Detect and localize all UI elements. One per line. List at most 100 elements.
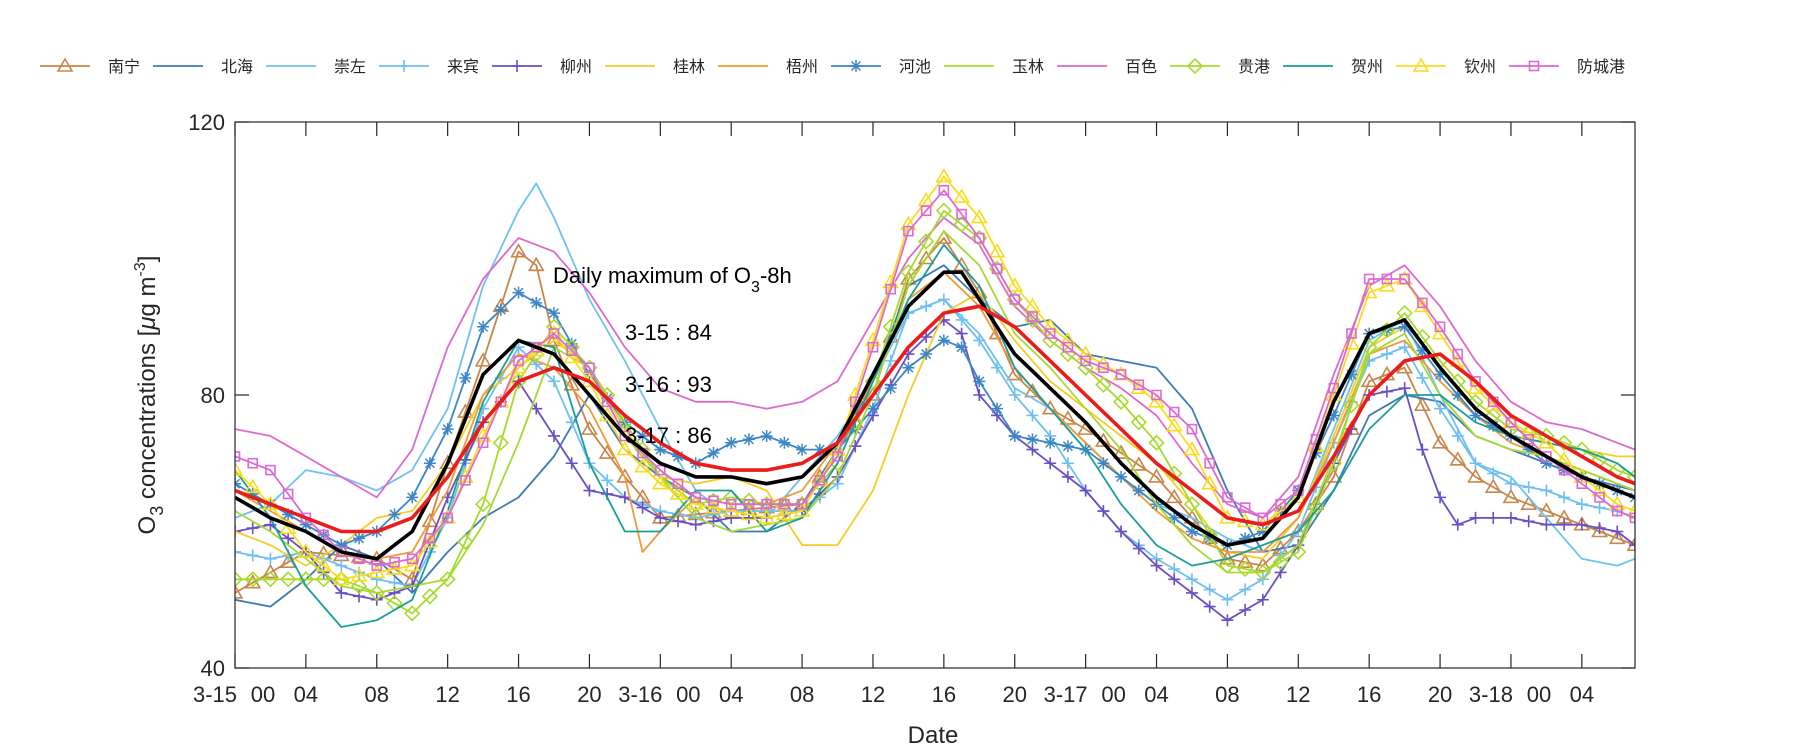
data-point [1239,502,1251,513]
x-tick-label: 3-15 [193,682,237,707]
data-point [1626,502,1635,517]
x-tick-label: 3-18 [1469,682,1513,707]
x-tick-label: 3-16 [618,682,662,707]
data-point [991,263,1003,275]
data-point [423,457,436,470]
data-point [634,458,651,473]
data-point [235,545,241,558]
axes: 40 80 120 3-15 04 08 12 16 20 3-16 04 08 12 16 20 3-17 0… [188,110,1636,707]
data-point [371,560,383,571]
legend-item: 北海 [153,57,253,76]
data-point [687,495,705,511]
legend-item: 梧州 [718,57,818,76]
overlay-series-mean [235,270,1635,561]
data-point [1469,511,1482,524]
data-point [1416,443,1429,456]
data-point [1434,402,1447,415]
data-point [547,307,560,320]
legend-item: 贺州 [1283,57,1383,76]
y-tick-label: 80 [201,383,225,408]
data-point [1203,600,1216,613]
data-point [1239,583,1252,596]
data-point [988,243,1006,258]
legend-marker [398,60,410,72]
legend-marker [1186,57,1204,75]
data-point [1469,457,1482,470]
data-point [725,436,738,449]
data-point [1449,451,1467,466]
data-point [492,434,509,451]
data-point [1079,484,1092,497]
data-point [935,202,952,219]
data-point [973,389,986,401]
data-point [902,361,915,374]
x-tick-label: 20 [1003,682,1027,707]
x-tick-label: 20 [1428,682,1452,707]
data-point [796,498,808,510]
data-point [1185,573,1198,586]
legend-marker [1528,60,1540,72]
data-point [1541,451,1552,462]
data-point [1219,557,1236,574]
data-point [1593,501,1606,514]
data-point [672,450,685,463]
data-point [1378,277,1396,292]
data-point [547,375,560,388]
data-point [477,320,490,333]
data-point [705,499,722,514]
x-tick-label: 12 [861,682,885,707]
data-point [513,355,524,367]
data-point [279,553,297,569]
data-point [235,451,241,462]
data-point [1148,393,1165,408]
data-point [1009,294,1021,305]
data-point [864,386,882,401]
data-point [991,402,1004,415]
data-point [548,328,560,339]
data-point [866,402,879,415]
data-point [636,501,649,514]
data-point [1061,470,1074,483]
data-point [1413,396,1431,412]
data-point [1502,488,1520,504]
data-point [315,571,332,588]
data-point [882,318,899,335]
data-point [1380,385,1393,398]
data-point [1417,297,1428,309]
series-line [235,189,1635,567]
data-point [1343,397,1360,414]
data-point [1537,434,1555,449]
data-point [583,484,596,497]
data-point [1097,457,1110,470]
data-point [353,532,366,545]
data-point [442,512,453,524]
data-point [1041,318,1059,333]
data-point [1148,468,1165,483]
data-point [1398,382,1411,395]
data-point [1522,443,1535,456]
data-point [494,303,507,316]
data-point [900,264,917,281]
legend-label: 南宁 [108,57,140,76]
annotation: Daily maximum of O3-8h 3-15 : 84 3-16 : … [553,263,792,448]
data-point [235,584,244,599]
data-point [708,495,719,507]
data-point [581,420,598,435]
data-point [884,382,897,395]
data-point [1594,492,1605,503]
data-point [973,375,986,388]
data-point [547,429,560,442]
legend-label: 贵港 [1238,57,1270,76]
data-point [1593,522,1606,535]
data-point [335,539,348,552]
data-point [689,518,702,531]
data-point [1591,522,1608,538]
data-point [460,475,471,486]
data-point [1185,586,1198,599]
data-point [1115,525,1128,538]
data-point [1183,441,1201,456]
data-point [1112,444,1130,459]
data-point [1451,389,1464,401]
x-tick-label: 16 [506,682,530,707]
